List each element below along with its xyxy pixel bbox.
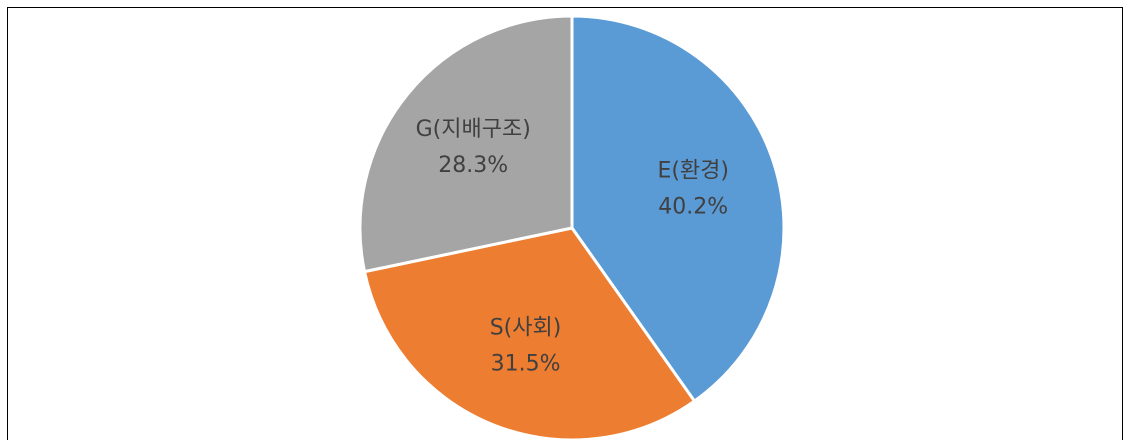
pie-slice xyxy=(358,14,574,274)
pie-slice xyxy=(570,14,786,404)
slice-value-label: 31.5% xyxy=(491,351,561,376)
slice-category-label: S(사회) xyxy=(490,315,562,340)
chart-frame xyxy=(7,7,1123,440)
slice-value-label: 28.3% xyxy=(438,153,508,178)
slice-value-label: 40.2% xyxy=(658,194,728,219)
slice-category-label: E(환경) xyxy=(657,158,729,183)
slice-category-label: G(지배구조) xyxy=(416,117,531,142)
pie-slice xyxy=(362,226,697,440)
